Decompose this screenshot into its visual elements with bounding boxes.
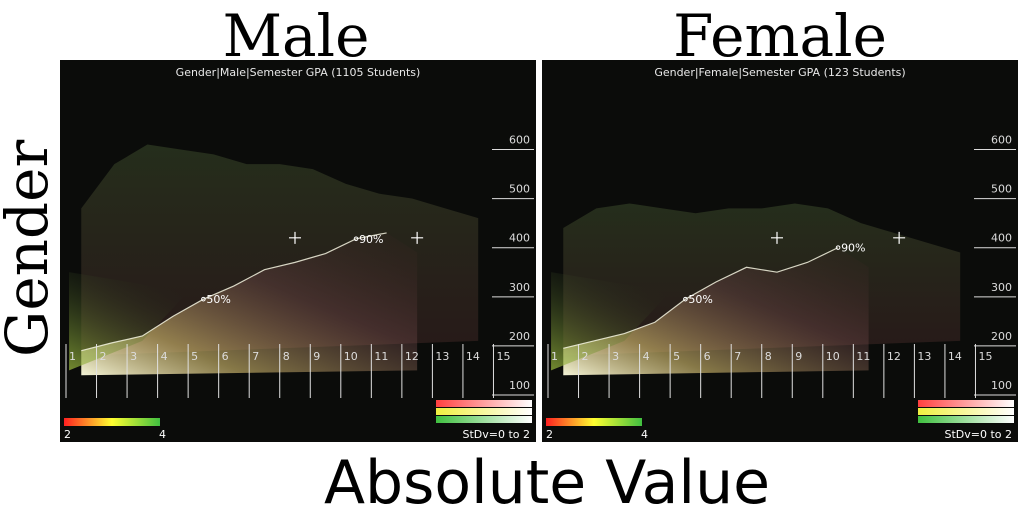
y-tick-label: 600 xyxy=(991,134,1012,147)
x-tick-label: 4 xyxy=(643,350,650,363)
x-tick-label: 11 xyxy=(856,350,870,363)
x-tick-label: 8 xyxy=(283,350,290,363)
y-tick-label: 400 xyxy=(509,232,530,245)
female-chart-panel: Gender|Female|Semester GPA (123 Students… xyxy=(542,60,1018,442)
stdev-legend-bar xyxy=(918,408,1014,415)
percentile-label: 50% xyxy=(206,293,230,306)
gpa-color-scale xyxy=(546,418,642,426)
x-tick-label: 9 xyxy=(795,350,802,363)
stdev-legend-bar xyxy=(436,400,532,407)
x-tick-label: 3 xyxy=(130,350,137,363)
stdev-legend-bar xyxy=(436,416,532,423)
male-heading: Male xyxy=(60,0,532,66)
x-tick-label: 1 xyxy=(69,350,76,363)
stdev-legend-bar xyxy=(918,400,1014,407)
x-tick-label: 7 xyxy=(734,350,741,363)
y-tick-label: 500 xyxy=(991,183,1012,196)
color-scale-max-label: 4 xyxy=(159,428,166,441)
percentile-label: 50% xyxy=(688,293,712,306)
percentile-label: 90% xyxy=(841,242,865,255)
female-heading: Female xyxy=(542,0,1018,66)
x-tick-label: 15 xyxy=(978,350,992,363)
x-tick-label: 2 xyxy=(582,350,589,363)
x-tick-label: 1 xyxy=(551,350,558,363)
x-tick-label: 5 xyxy=(673,350,680,363)
y-tick-label: 100 xyxy=(509,379,530,392)
x-tick-label: 13 xyxy=(435,350,449,363)
y-tick-label: 300 xyxy=(991,281,1012,294)
x-tick-label: 6 xyxy=(222,350,229,363)
percentile-label: 90% xyxy=(359,233,383,246)
stdev-legend-bar xyxy=(918,416,1014,423)
y-tick-label: 400 xyxy=(991,232,1012,245)
y-tick-label: 100 xyxy=(991,379,1012,392)
x-tick-label: 15 xyxy=(496,350,510,363)
stdev-legend-label: StDv=0 to 2 xyxy=(462,428,530,441)
y-tick-label: 500 xyxy=(509,183,530,196)
x-tick-label: 14 xyxy=(466,350,480,363)
color-scale-min-label: 2 xyxy=(546,428,553,441)
x-tick-label: 7 xyxy=(252,350,259,363)
gender-axis-label: Gender xyxy=(0,147,57,357)
x-tick-label: 4 xyxy=(161,350,168,363)
x-tick-label: 8 xyxy=(765,350,772,363)
x-tick-label: 3 xyxy=(612,350,619,363)
x-tick-label: 11 xyxy=(374,350,388,363)
color-scale-min-label: 2 xyxy=(64,428,71,441)
x-tick-label: 12 xyxy=(405,350,419,363)
y-tick-label: 600 xyxy=(509,134,530,147)
color-scale-max-label: 4 xyxy=(641,428,648,441)
y-tick-label: 200 xyxy=(991,330,1012,343)
absolute-value-label: Absolute Value xyxy=(0,448,1024,518)
x-tick-label: 14 xyxy=(948,350,962,363)
x-tick-label: 10 xyxy=(826,350,840,363)
stdev-legend-label: StDv=0 to 2 xyxy=(944,428,1012,441)
y-tick-label: 200 xyxy=(509,330,530,343)
x-tick-label: 5 xyxy=(191,350,198,363)
male-chart-panel: Gender|Male|Semester GPA (1105 Students)… xyxy=(60,60,536,442)
x-tick-label: 12 xyxy=(887,350,901,363)
x-tick-label: 6 xyxy=(704,350,711,363)
x-tick-label: 9 xyxy=(313,350,320,363)
x-tick-label: 10 xyxy=(344,350,358,363)
x-tick-label: 2 xyxy=(100,350,107,363)
y-tick-label: 300 xyxy=(509,281,530,294)
stdev-legend-bar xyxy=(436,408,532,415)
gpa-color-scale xyxy=(64,418,160,426)
x-tick-label: 13 xyxy=(917,350,931,363)
